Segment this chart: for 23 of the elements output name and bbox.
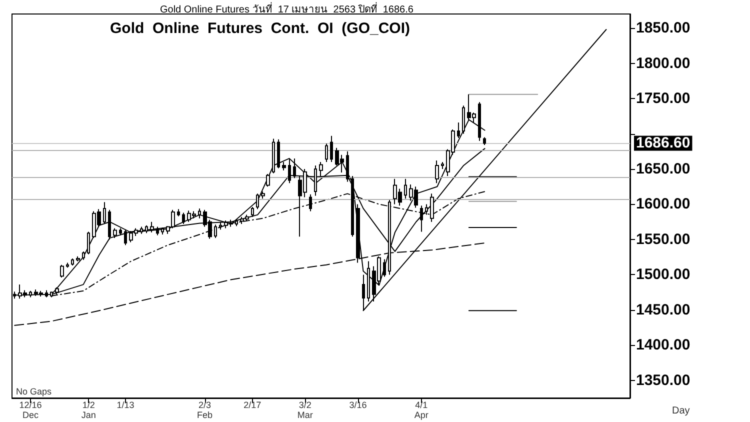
y-tick-label: 1750.00	[636, 90, 690, 108]
text: Day	[672, 406, 690, 416]
chart-title: Gold Online Futures Cont. OI (GO_COI)	[110, 20, 410, 37]
y-tick-label: 1600.00	[636, 196, 690, 213]
x-tick-label: 1/13	[116, 400, 134, 410]
y-tick-label: 1500.00	[636, 266, 690, 284]
y-tick-label: 1850.00	[636, 20, 690, 37]
y-tick-label: 1350.00	[636, 372, 690, 389]
x-tick-label: 3/16	[349, 400, 367, 410]
x-tick-label: 2/3 Feb	[197, 400, 213, 420]
y-tick-label: 1450.00	[636, 301, 690, 318]
y-tick-label: 1800.00	[636, 54, 690, 72]
x-tick-label: 4/1 Apr	[414, 400, 428, 420]
y-tick-label: 1550.00	[636, 230, 690, 248]
x-tick-label: 2/17	[244, 400, 262, 410]
y-tick-label: 1400.00	[636, 336, 690, 354]
annotation: No Gaps	[16, 386, 52, 396]
x-tick-label: 3/2 Mar	[297, 400, 313, 420]
x-tick-label: 12/16 Dec	[19, 400, 42, 420]
ref-line-label: 1686.60	[636, 134, 690, 152]
chart-subtitle: Gold Online Futures วันที่ 17 เมษายน 2563 ปิดที่ 1686.6	[160, 2, 414, 16]
x-tick-label: 1/2 Jan	[81, 400, 96, 420]
y-tick-label: 1650.00	[636, 160, 690, 178]
